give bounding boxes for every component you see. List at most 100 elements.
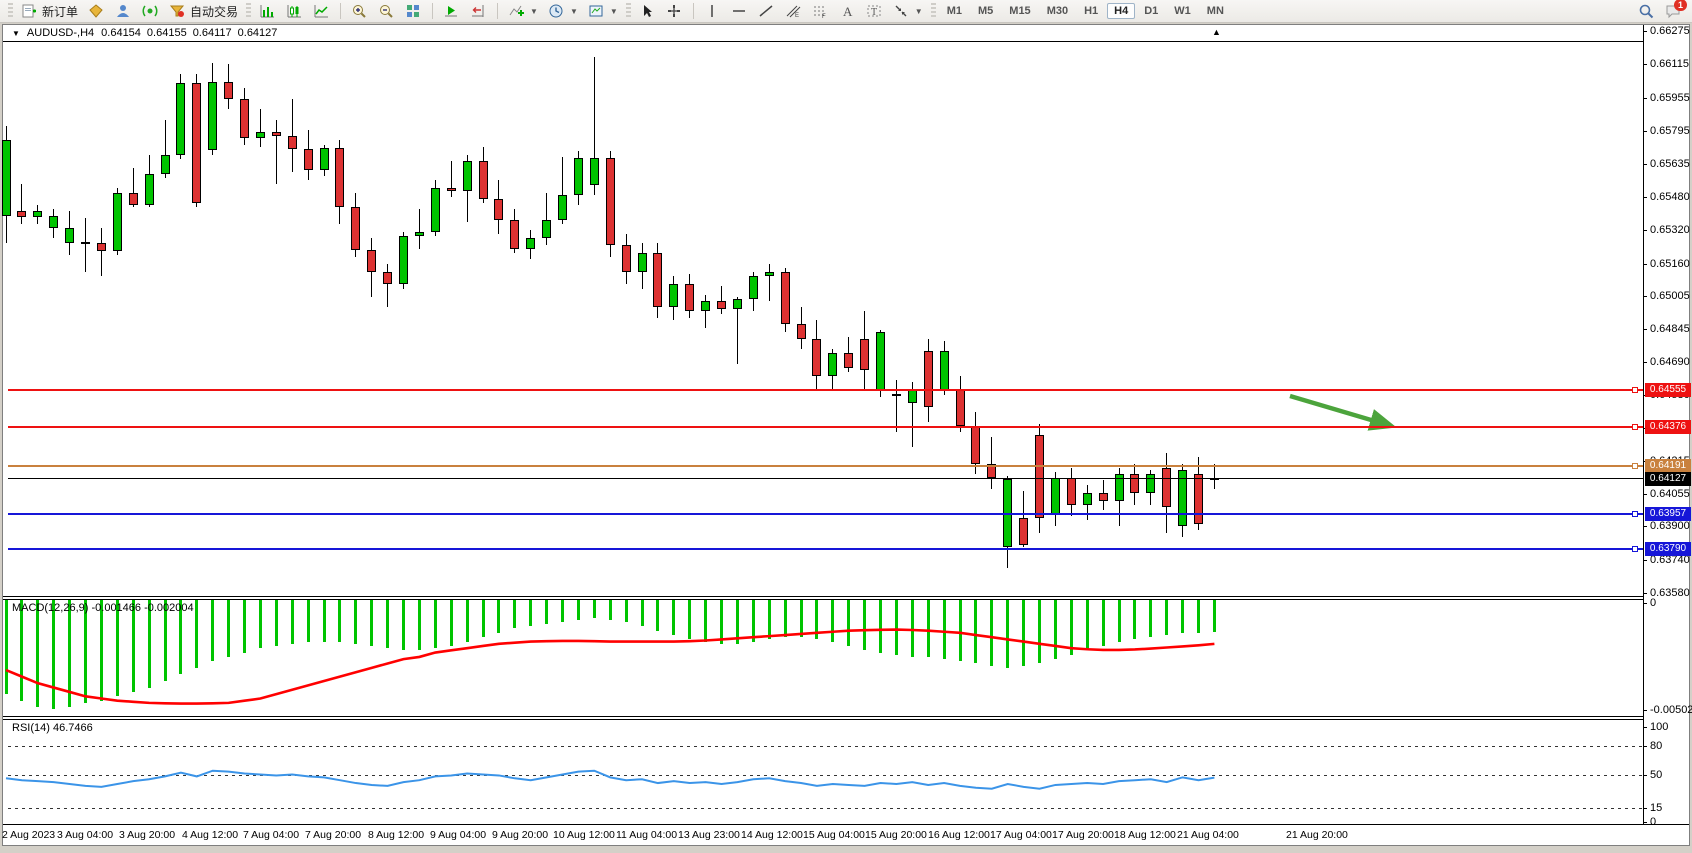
macd-histogram-bar — [576, 600, 580, 620]
candlestick — [430, 188, 440, 233]
toolbar-drag-handle[interactable] — [8, 3, 13, 19]
price-axis-border — [1643, 25, 1644, 824]
timeframe-button-M15[interactable]: M15 — [1009, 5, 1031, 17]
symbol-dropdown-icon[interactable]: ▼ — [12, 28, 20, 38]
date-tick-label: 11 Aug 04:00 — [616, 829, 678, 841]
macd-histogram-bar — [1053, 600, 1057, 660]
horizontal-line-0.63957[interactable] — [8, 513, 1643, 516]
horizontal-line-0.63790[interactable] — [8, 548, 1643, 551]
low-value: 0.64117 — [192, 27, 232, 39]
candlestick — [621, 244, 631, 272]
timeframe-button-MN[interactable]: MN — [1206, 5, 1224, 17]
zoom-out-icon — [378, 3, 395, 19]
horizontal-line-0.64191[interactable] — [8, 464, 1643, 467]
arrows-objects-button[interactable]: ▼ — [889, 1, 927, 21]
text-label-button[interactable]: T — [862, 1, 887, 21]
horizontal-line-0.64127[interactable] — [8, 478, 1643, 480]
macd-histogram-bar — [417, 600, 421, 651]
auto-scroll-button[interactable] — [439, 1, 464, 21]
macd-histogram-bar — [894, 600, 898, 655]
templates-button[interactable]: ▼ — [584, 1, 622, 21]
metaeditor-button[interactable] — [84, 1, 109, 21]
line-anchor-box[interactable] — [1632, 546, 1638, 553]
zoom-in-button[interactable] — [347, 1, 372, 21]
timeframe-button-M30[interactable]: M30 — [1046, 5, 1069, 17]
vertical-line-button[interactable] — [700, 1, 725, 21]
search-button[interactable] — [1634, 1, 1659, 21]
line-anchor-box[interactable] — [1632, 511, 1638, 518]
crosshair-icon — [666, 3, 683, 19]
chart-bars-button[interactable] — [255, 1, 280, 21]
candlestick — [271, 132, 281, 137]
chart-shift-button[interactable] — [466, 1, 491, 21]
fibonacci-button[interactable]: F — [808, 1, 833, 21]
autotrading-button[interactable]: 自动交易 — [165, 1, 242, 21]
clock-icon — [548, 3, 565, 19]
timeframe-button-M1[interactable]: M1 — [946, 5, 962, 17]
cursor-arrow-icon — [639, 3, 656, 19]
price-tick-label: 0.64845 — [1650, 323, 1690, 336]
arrows-icon — [893, 3, 910, 19]
candlestick — [399, 236, 408, 285]
cursor-button[interactable] — [635, 1, 660, 21]
timeframe-button-H4[interactable]: H4 — [1107, 3, 1136, 19]
date-tick-label: 3 Aug 04:00 — [57, 829, 114, 841]
chart-shift-marker-icon[interactable]: ▲ — [1212, 27, 1221, 37]
candlestick — [176, 83, 186, 156]
candle-wick — [991, 436, 993, 489]
equidistant-channel-button[interactable]: E — [781, 1, 806, 21]
tile-windows-button[interactable] — [401, 1, 426, 21]
horizontal-line-0.64376[interactable] — [8, 426, 1643, 428]
candlestick — [589, 157, 599, 185]
timeframe-button-H1[interactable]: H1 — [1084, 5, 1099, 17]
price-tick-mark — [1643, 97, 1647, 99]
periods-button[interactable]: ▼ — [544, 1, 582, 21]
candlestick — [494, 198, 504, 220]
toolbar-drag-handle[interactable] — [246, 3, 252, 19]
line-anchor-box[interactable] — [1632, 386, 1638, 393]
indicators-button[interactable]: ▼ — [504, 1, 542, 21]
toolbar-drag-handle[interactable] — [625, 3, 631, 19]
candlestick — [844, 353, 854, 368]
candlestick — [717, 301, 726, 310]
horizontal-line-button[interactable] — [727, 1, 752, 21]
candlestick — [1003, 479, 1013, 548]
timeframe-button-D1[interactable]: D1 — [1144, 5, 1159, 17]
line-anchor-box[interactable] — [1632, 424, 1638, 430]
market-button[interactable] — [111, 1, 136, 21]
candlestick — [526, 238, 536, 249]
macd-histogram-bar — [449, 600, 453, 646]
chart-candles-button[interactable] — [282, 1, 307, 21]
timeframe-button-W1[interactable]: W1 — [1174, 5, 1191, 17]
candlestick — [65, 228, 75, 243]
price-tick-mark — [1643, 263, 1647, 265]
toolbar-drag-handle[interactable] — [930, 3, 936, 19]
autotrading-funnel-icon — [169, 3, 186, 19]
notifications-button[interactable]: 1 — [1661, 0, 1687, 21]
chart-line-button[interactable] — [309, 1, 334, 21]
zoom-out-button[interactable] — [374, 1, 399, 21]
price-tick-label: 0.63580 — [1650, 587, 1690, 599]
signals-button[interactable] — [138, 1, 163, 21]
line-anchor-box[interactable] — [1632, 462, 1638, 469]
crosshair-button[interactable] — [662, 1, 687, 21]
rsi-axis-label: 100 — [1650, 721, 1669, 733]
timeframe-button-M5[interactable]: M5 — [978, 5, 994, 17]
chart-title-bar[interactable]: ▼ AUDUSD-,H4 0.64154 0.64155 0.64117 0.6… — [12, 27, 277, 39]
macd-histogram-bar — [974, 600, 978, 664]
candle-wick — [736, 296, 738, 364]
price-tick-mark — [1643, 295, 1647, 297]
trendline-button[interactable] — [754, 1, 779, 21]
candlestick — [1019, 517, 1029, 546]
horizontal-line-0.64555[interactable] — [8, 388, 1643, 391]
text-button[interactable]: A — [835, 1, 860, 21]
macd-histogram-bar — [942, 600, 946, 660]
new-order-button[interactable]: 新订单 — [17, 1, 82, 21]
macd-label: MACD(12,26,9) -0.001466 -0.002004 — [12, 602, 194, 614]
